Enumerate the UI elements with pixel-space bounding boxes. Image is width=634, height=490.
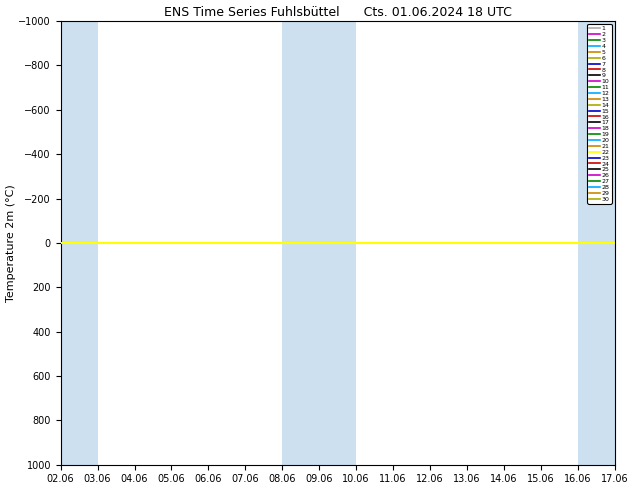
Bar [61,21,98,465]
Y-axis label: Temperature 2m (°C): Temperature 2m (°C) [6,184,16,302]
Title: ENS Time Series Fuhlsbüttel      Cts. 01.06.2024 18 UTC: ENS Time Series Fuhlsbüttel Cts. 01.06.2… [164,5,512,19]
Legend: 1, 2, 3, 4, 5, 6, 7, 8, 9, 10, 11, 12, 13, 14, 15, 16, 17, 18, 19, 20, 21, 22, 2: 1, 2, 3, 4, 5, 6, 7, 8, 9, 10, 11, 12, 1… [587,24,612,204]
Bar [282,21,356,465]
Bar [578,21,614,465]
